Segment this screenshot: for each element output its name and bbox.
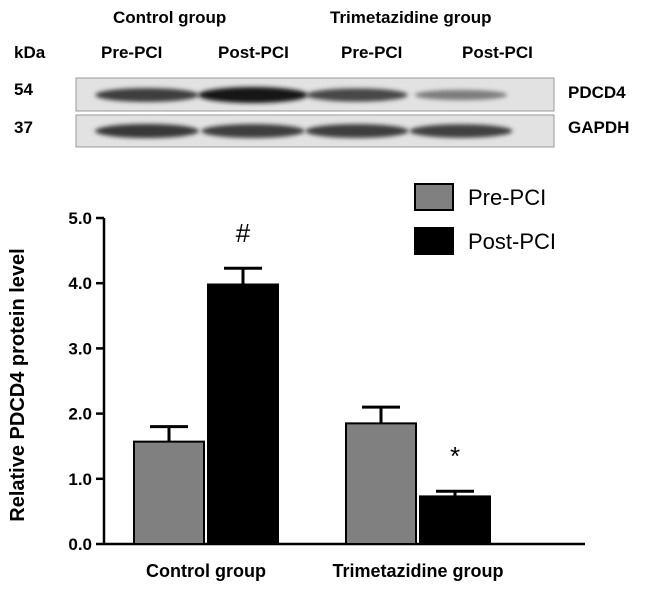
blot-band-pdcd4-4 bbox=[414, 89, 508, 101]
blot-band-gapdh-3 bbox=[305, 124, 409, 138]
y-tick-label: 5.0 bbox=[68, 209, 92, 228]
legend-label: Post-PCI bbox=[468, 229, 556, 254]
legend-swatch-post-pci bbox=[414, 227, 454, 255]
y-tick-label: 2.0 bbox=[68, 405, 92, 424]
y-tick-label: 4.0 bbox=[68, 274, 92, 293]
bar-post-pci-2 bbox=[419, 495, 491, 545]
significance-annotation: * bbox=[450, 441, 460, 471]
x-tick-label: Control group bbox=[146, 561, 266, 581]
blot-protein-gapdh: GAPDH bbox=[568, 118, 630, 137]
bar-pre-pci-1 bbox=[133, 440, 205, 545]
blot-lane-label-3: Pre-PCI bbox=[341, 43, 403, 62]
bar-pre-pci-2 bbox=[345, 422, 417, 546]
blot-band-pdcd4-3 bbox=[306, 88, 408, 102]
bar-post-pci-1 bbox=[207, 283, 279, 545]
x-tick-label: Trimetazidine group bbox=[332, 561, 503, 581]
blot-group-label-control: Control group bbox=[113, 8, 227, 27]
y-axis-label: Relative PDCD4 protein level bbox=[7, 248, 29, 521]
blot-band-gapdh-1 bbox=[95, 124, 199, 138]
y-tick-label: 3.0 bbox=[68, 339, 92, 358]
blot-lane-label-1: Pre-PCI bbox=[101, 43, 163, 62]
bar-chart: 0.0 1.0 2.0 3.0 4.0 5.0 Relative PDCD4 protein… bbox=[7, 183, 585, 581]
blot-marker-54: 54 bbox=[14, 80, 33, 99]
blot-group-label-trimetazidine: Trimetazidine group bbox=[330, 8, 492, 27]
blot-unit-label: kDa bbox=[14, 43, 46, 62]
legend-label: Pre-PCI bbox=[468, 185, 546, 210]
blot-protein-pdcd4: PDCD4 bbox=[568, 83, 626, 102]
blot-band-pdcd4-1 bbox=[95, 88, 199, 102]
blot-band-gapdh-2 bbox=[201, 124, 305, 138]
significance-annotation: # bbox=[236, 218, 251, 248]
blot-band-gapdh-4 bbox=[409, 124, 513, 138]
y-tick-label: 0.0 bbox=[68, 535, 92, 554]
blot-lane-label-2: Post-PCI bbox=[218, 43, 289, 62]
blot-lane-label-4: Post-PCI bbox=[462, 43, 533, 62]
legend-swatch-pre-pci bbox=[414, 183, 454, 211]
blot-band-pdcd4-2 bbox=[198, 87, 308, 103]
y-tick-label: 1.0 bbox=[68, 470, 92, 489]
western-blot bbox=[75, 77, 555, 148]
blot-marker-37: 37 bbox=[14, 118, 33, 137]
